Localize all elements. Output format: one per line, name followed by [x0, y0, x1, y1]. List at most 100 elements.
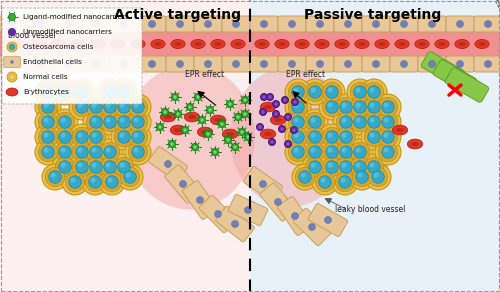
Circle shape: [44, 117, 49, 123]
Circle shape: [102, 172, 122, 192]
Circle shape: [400, 20, 407, 27]
Circle shape: [350, 97, 370, 117]
Circle shape: [350, 112, 370, 132]
Circle shape: [125, 94, 151, 120]
Circle shape: [319, 154, 345, 180]
Circle shape: [344, 20, 352, 27]
Ellipse shape: [278, 42, 285, 46]
FancyBboxPatch shape: [474, 56, 500, 72]
Circle shape: [134, 117, 138, 123]
Circle shape: [72, 157, 92, 177]
Circle shape: [372, 20, 380, 27]
Circle shape: [270, 140, 274, 144]
FancyBboxPatch shape: [4, 56, 20, 67]
Ellipse shape: [318, 42, 326, 46]
Ellipse shape: [458, 42, 466, 46]
Circle shape: [100, 142, 120, 162]
Circle shape: [184, 128, 186, 131]
Ellipse shape: [392, 125, 407, 135]
FancyBboxPatch shape: [278, 197, 312, 236]
Circle shape: [158, 126, 162, 128]
Circle shape: [326, 101, 338, 113]
Circle shape: [212, 149, 218, 156]
Circle shape: [326, 86, 338, 98]
Circle shape: [206, 107, 214, 114]
Circle shape: [111, 154, 137, 180]
Circle shape: [285, 79, 311, 105]
Circle shape: [7, 42, 17, 52]
Circle shape: [104, 161, 116, 173]
Circle shape: [232, 220, 238, 227]
Circle shape: [59, 116, 71, 128]
Circle shape: [114, 97, 134, 117]
Circle shape: [361, 94, 387, 120]
Circle shape: [196, 95, 200, 98]
FancyBboxPatch shape: [446, 68, 488, 102]
Ellipse shape: [74, 42, 82, 46]
Circle shape: [226, 139, 230, 141]
Circle shape: [308, 223, 316, 230]
Circle shape: [347, 94, 373, 120]
Circle shape: [42, 86, 54, 98]
Circle shape: [204, 60, 212, 67]
Circle shape: [336, 112, 356, 132]
Circle shape: [368, 131, 380, 143]
Circle shape: [114, 127, 134, 147]
Circle shape: [132, 131, 144, 143]
Circle shape: [342, 117, 346, 123]
Circle shape: [69, 94, 95, 120]
Circle shape: [240, 131, 244, 133]
Circle shape: [69, 176, 81, 188]
Ellipse shape: [395, 39, 409, 48]
Circle shape: [354, 161, 366, 173]
Ellipse shape: [375, 39, 389, 48]
Circle shape: [120, 20, 128, 27]
Circle shape: [99, 169, 125, 195]
Circle shape: [336, 142, 356, 162]
FancyBboxPatch shape: [294, 208, 331, 246]
Text: leaky blood vessel: leaky blood vessel: [335, 206, 405, 215]
Circle shape: [186, 103, 194, 110]
Circle shape: [49, 171, 61, 183]
Circle shape: [284, 98, 286, 102]
Circle shape: [274, 199, 281, 206]
Circle shape: [52, 79, 78, 105]
Ellipse shape: [415, 39, 429, 48]
Circle shape: [65, 172, 85, 192]
Circle shape: [78, 147, 82, 153]
Circle shape: [354, 116, 366, 128]
FancyBboxPatch shape: [0, 29, 500, 59]
Circle shape: [364, 82, 384, 102]
Circle shape: [333, 139, 359, 165]
Circle shape: [9, 44, 15, 50]
Circle shape: [361, 124, 387, 150]
FancyBboxPatch shape: [0, 16, 26, 32]
Circle shape: [260, 180, 266, 187]
Circle shape: [120, 162, 124, 168]
Circle shape: [106, 87, 110, 93]
Circle shape: [134, 102, 138, 108]
Circle shape: [384, 117, 388, 123]
Ellipse shape: [338, 42, 345, 46]
Ellipse shape: [355, 39, 369, 48]
Circle shape: [38, 142, 58, 162]
Circle shape: [76, 161, 88, 173]
Ellipse shape: [231, 39, 245, 48]
Circle shape: [282, 96, 288, 103]
Circle shape: [8, 60, 16, 67]
Circle shape: [285, 124, 311, 150]
Ellipse shape: [151, 39, 165, 48]
Circle shape: [52, 124, 78, 150]
Circle shape: [292, 128, 296, 132]
Circle shape: [226, 100, 234, 107]
Ellipse shape: [201, 130, 209, 134]
Circle shape: [384, 133, 388, 138]
Circle shape: [35, 109, 61, 135]
Circle shape: [120, 60, 128, 67]
FancyBboxPatch shape: [0, 0, 250, 292]
Ellipse shape: [222, 129, 238, 139]
Circle shape: [288, 127, 308, 147]
Circle shape: [204, 131, 212, 138]
Ellipse shape: [114, 42, 121, 46]
FancyBboxPatch shape: [418, 56, 446, 72]
